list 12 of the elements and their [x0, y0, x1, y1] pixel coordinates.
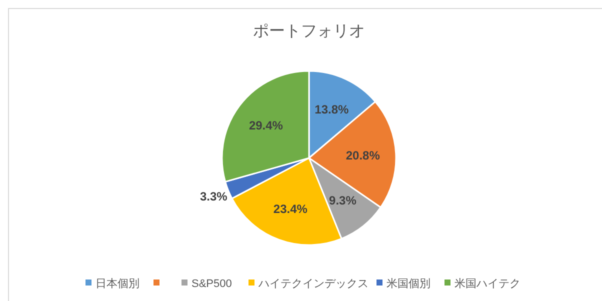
chart-title: ポートフォリオ [253, 23, 365, 40]
data-label: 3.3% [200, 189, 228, 204]
data-label: 29.4% [248, 118, 284, 133]
legend-label: 米国個別 [386, 276, 430, 290]
legend-label: S&P500 [192, 278, 232, 290]
data-label: 9.3% [329, 193, 357, 208]
legend-label: ハイテクインデックス [258, 278, 368, 290]
data-label: 23.4% [273, 202, 308, 216]
data-label: 13.8% [314, 102, 349, 116]
legend-label: 米国ハイテク [454, 276, 520, 290]
legend-label: 日本個別 [96, 276, 140, 290]
data-label: 20.8% [346, 148, 380, 162]
